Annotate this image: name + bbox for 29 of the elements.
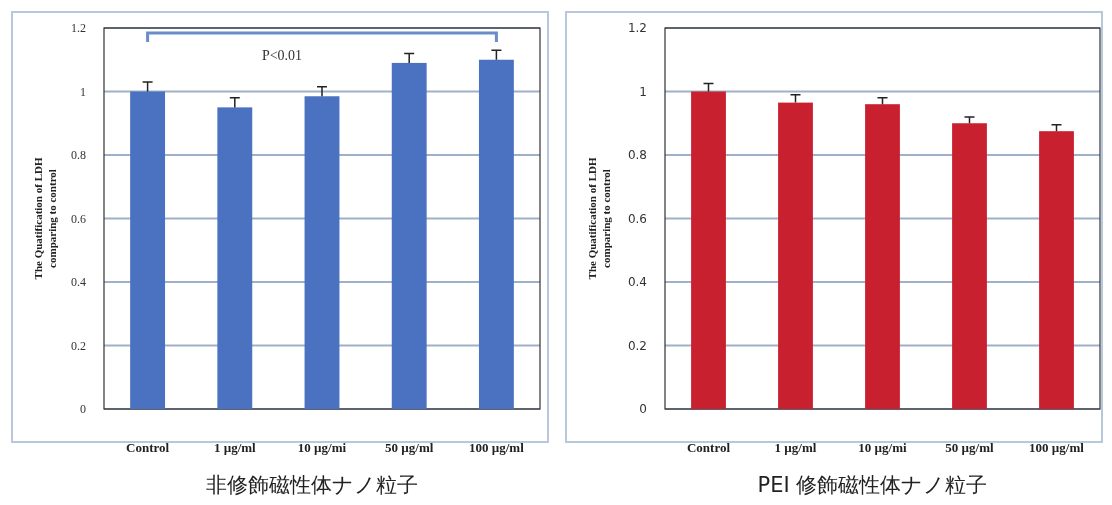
y-tick-label: 0.8 <box>71 148 86 162</box>
y-tick-label: 0.8 <box>627 148 647 162</box>
y-tick-label: 0 <box>80 402 86 416</box>
y-tick-label: 0.4 <box>71 275 86 289</box>
y-tick-label: 1 <box>639 84 647 99</box>
x-tick-label: 50 µg/ml <box>385 440 434 455</box>
x-axis-title: PEI 修飾磁性体ナノ粒子 <box>757 473 988 497</box>
annotation: P<0.01 <box>261 48 303 63</box>
y-tick-label: 1 <box>80 84 86 99</box>
x-tick-label: 100 µg/ml <box>469 440 525 455</box>
y-tick-label: 0.2 <box>627 338 647 353</box>
y-axis-title: The Quatification of LDH comparing to control <box>32 157 58 280</box>
y-tick-label: 1.2 <box>71 21 86 35</box>
x-tick-label: Control <box>686 440 731 455</box>
y-axis-title: The Quatification of LDH comparing to control <box>586 157 612 280</box>
y-tick-label: 0 <box>639 402 647 416</box>
y-tick-label: 0.4 <box>627 275 647 289</box>
y-tick-label: 0.6 <box>71 211 86 226</box>
x-tick-label: 10 µg/mi <box>297 440 347 455</box>
x-tick-label: 1 µg/ml <box>213 440 257 455</box>
y-tick-label: 1.2 <box>627 21 647 35</box>
x-tick-label: 10 µg/mi <box>858 440 908 455</box>
x-tick-label: 50 µg/ml <box>945 440 995 455</box>
x-axis-title: 非修飾磁性体ナノ粒子 <box>206 473 418 497</box>
y-tick-label: 0.6 <box>627 211 647 226</box>
x-tick-label: Control <box>126 440 170 455</box>
y-tick-label: 0.2 <box>71 338 86 353</box>
x-tick-label: 1 µg/ml <box>774 440 817 455</box>
x-tick-label: 100 µg/ml <box>1029 440 1085 455</box>
